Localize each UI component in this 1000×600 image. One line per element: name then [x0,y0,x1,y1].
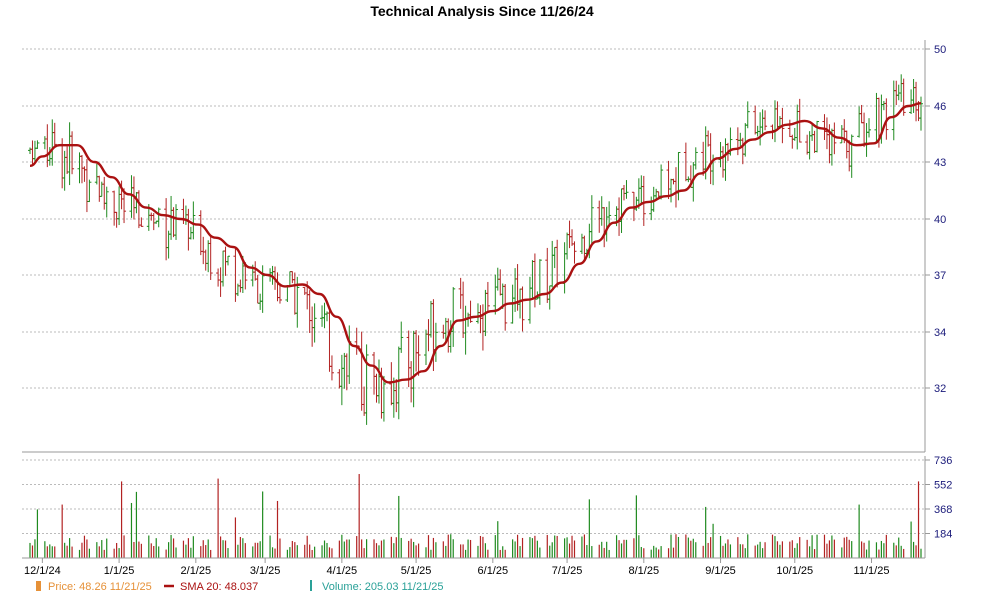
chart-title: Technical Analysis Since 11/26/24 [370,3,594,19]
x-tick-label: 1/1/25 [104,565,135,577]
x-tick-label: 11/1/25 [854,565,890,577]
x-tick-label: 10/1/25 [776,565,813,577]
price-tick-label: 40 [934,214,946,226]
legend-label: Price: 48.26 11/21/25 [48,581,152,593]
volume-tick-label: 368 [934,504,952,516]
x-tick-label: 2/1/25 [181,565,212,577]
price-tick-label: 37 [934,270,946,282]
price-tick-label: 34 [934,327,946,339]
x-tick-label: 8/1/25 [629,565,660,577]
price-tick-label: 32 [934,383,946,395]
x-tick-label: 3/1/25 [250,565,281,577]
price-bars [28,74,923,425]
legend-label: Volume: 205.03 11/21/25 [322,581,444,593]
price-tick-label: 50 [934,44,946,56]
x-tick-label: 9/1/25 [705,565,736,577]
price-tick-label: 43 [934,157,946,169]
x-tick-label: 5/1/25 [401,565,432,577]
x-tick-label: 7/1/25 [552,565,583,577]
volume-tick-label: 552 [934,480,952,492]
legend-price-swatch [36,581,41,591]
sma-line-layer [29,101,922,384]
volume-tick-label: 184 [934,529,952,541]
legend: Price: 48.26 11/21/25 SMA 20: 48.037 Volum… [36,580,444,593]
axes: 32 34 37 40 43 46 50 184 368 552 736 12/1/24 1/1/25 2… [22,40,952,577]
x-tick-label: 12/1/24 [24,565,61,577]
volume-bars [29,474,922,558]
volume-tick-label: 736 [934,455,952,467]
price-tick-label: 46 [934,101,946,113]
sma-20-line [29,101,922,384]
legend-label: SMA 20: 48.037 [180,581,258,593]
x-tick-label: 4/1/25 [327,565,358,577]
x-tick-label: 6/1/25 [478,565,509,577]
